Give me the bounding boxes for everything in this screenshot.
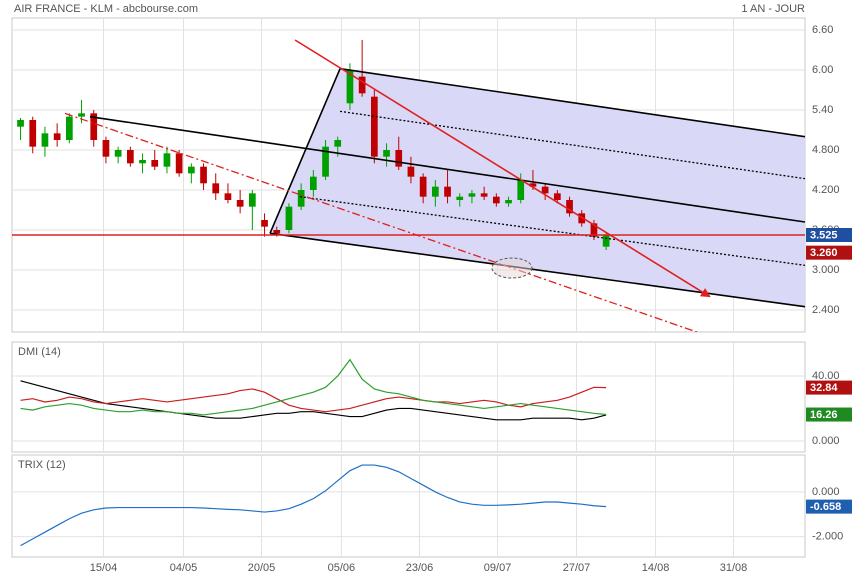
candle-body <box>395 150 403 167</box>
plot-area <box>12 18 805 332</box>
candle-body <box>65 116 73 140</box>
candle-body <box>505 200 512 204</box>
value-marker <box>806 380 852 395</box>
candle-body <box>529 183 537 187</box>
x-tick-label: 05/06 <box>328 562 356 574</box>
candle-body <box>431 186 439 197</box>
candle-body <box>41 133 49 147</box>
candle-body <box>383 150 390 157</box>
channel-area <box>270 68 805 307</box>
value-marker-label: 3.525 <box>810 229 838 241</box>
candle-body <box>187 166 195 174</box>
plot-area <box>12 342 805 452</box>
candle-body <box>53 133 61 140</box>
trend-line <box>89 115 805 223</box>
candle-body <box>114 150 122 157</box>
candle-body <box>322 146 329 177</box>
candle-body <box>273 230 281 234</box>
x-tick-label: 04/05 <box>170 562 198 574</box>
candle-body <box>200 166 207 184</box>
x-tick-label: 15/04 <box>90 562 118 574</box>
x-tick-label: 14/08 <box>642 562 670 574</box>
candle-body <box>139 160 146 164</box>
series-line <box>20 358 607 416</box>
candle-body <box>126 150 134 164</box>
candle-body <box>407 166 415 177</box>
candle-body <box>236 200 244 207</box>
y-tick-label: 40.00 <box>812 370 840 382</box>
value-marker-label: 32.84 <box>810 382 838 394</box>
candle-body <box>78 113 85 117</box>
y-tick-label: 6.00 <box>812 64 833 76</box>
series-line <box>20 380 607 421</box>
y-tick-label: 3.000 <box>812 264 840 276</box>
value-marker-label: 16.26 <box>810 409 838 421</box>
trend-line <box>339 67 805 138</box>
plot-area <box>12 455 805 557</box>
candle-body <box>17 120 24 127</box>
candle-body <box>517 180 525 200</box>
candle-body <box>309 176 317 190</box>
trend-line <box>269 232 805 308</box>
candle-body <box>90 113 98 140</box>
chart-title: AIR FRANCE - KLM - abcbourse.com <box>14 3 198 15</box>
y-tick-label: 2.400 <box>812 304 840 316</box>
panel-title: DMI (14) <box>18 346 61 358</box>
y-tick-label: 4.200 <box>812 184 840 196</box>
candle-body <box>151 160 159 167</box>
y-tick-label: 5.40 <box>812 104 833 116</box>
x-tick-label: 23/06 <box>406 562 434 574</box>
panel <box>11 454 806 558</box>
highlight-ellipse <box>491 257 533 279</box>
value-marker <box>806 245 852 260</box>
candle-body <box>248 193 256 207</box>
y-tick-label: 6.60 <box>812 24 833 36</box>
candle-body <box>444 186 451 197</box>
candle-body <box>541 186 549 194</box>
trend-line <box>294 39 711 298</box>
candle-body <box>261 220 268 227</box>
value-marker-label: -0.658 <box>810 501 841 513</box>
value-marker-label: 3.260 <box>810 247 838 259</box>
candle-body <box>175 153 183 174</box>
candle-body <box>602 235 610 247</box>
candle-body <box>334 140 342 147</box>
value-marker <box>806 228 852 242</box>
candle-body <box>480 193 488 197</box>
y-tick-label: -2.000 <box>812 531 843 543</box>
value-marker <box>806 499 852 514</box>
trend-line <box>64 112 699 332</box>
y-tick-label: 0.000 <box>812 486 840 498</box>
candle-body <box>553 193 561 200</box>
candle-body <box>346 70 354 104</box>
y-tick-label: 4.800 <box>812 144 840 156</box>
y-tick-label: 0.000 <box>812 435 840 447</box>
panel-title: TRIX (12) <box>18 459 66 471</box>
candle-body <box>590 223 598 237</box>
candle-body <box>370 96 378 157</box>
series-line <box>20 464 607 547</box>
value-marker <box>806 407 852 422</box>
x-tick-label: 27/07 <box>563 562 591 574</box>
candle-body <box>358 76 366 94</box>
candle-body <box>566 200 573 214</box>
trend-line <box>269 68 341 234</box>
candle-body <box>285 206 293 230</box>
candle-body <box>102 140 110 157</box>
candle-body <box>492 196 500 204</box>
candle-body <box>419 176 427 197</box>
candle-body <box>163 153 171 167</box>
candle-body <box>468 193 476 197</box>
candle-body <box>212 183 220 194</box>
trend-line <box>299 196 805 266</box>
x-tick-label: 09/07 <box>484 562 512 574</box>
candle-body <box>29 120 37 147</box>
candle-body <box>297 190 305 207</box>
chart-subtitle: 1 AN - JOUR <box>741 3 805 15</box>
x-tick-label: 31/08 <box>720 562 748 574</box>
candle-body <box>456 196 464 200</box>
x-tick-label: 20/05 <box>248 562 276 574</box>
candle-body <box>224 193 232 200</box>
